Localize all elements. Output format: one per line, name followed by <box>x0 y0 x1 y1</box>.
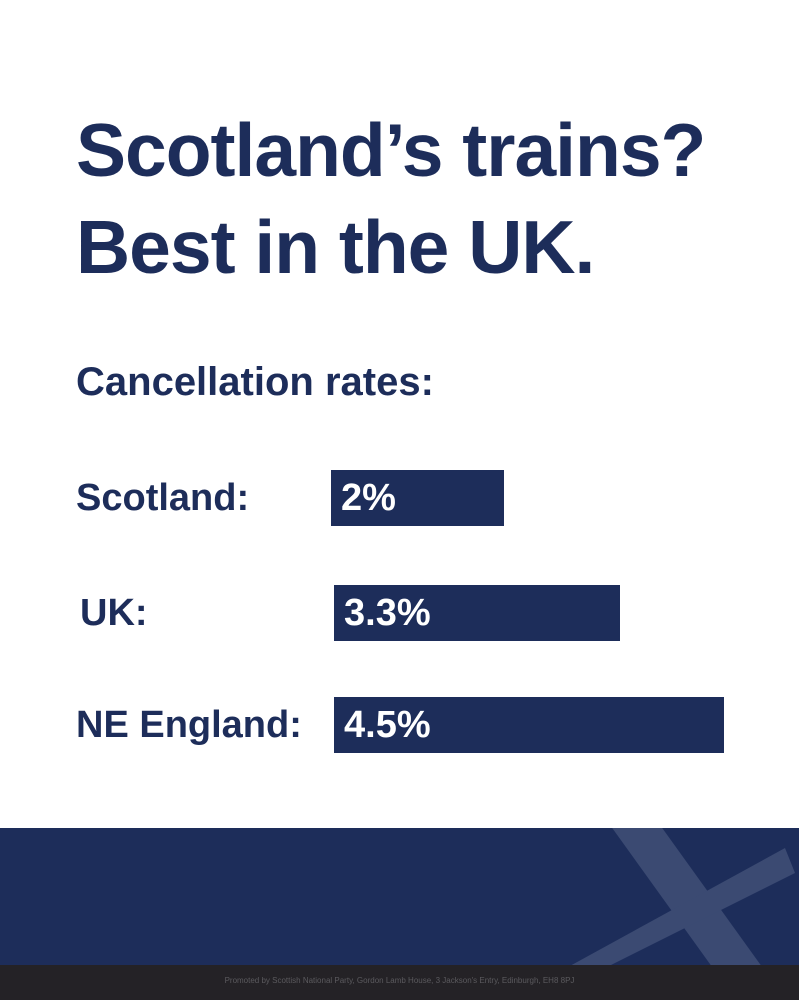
bar-value-label: 2% <box>341 477 396 519</box>
bar-value-label: 4.5% <box>344 704 431 746</box>
saltire-cross-icon <box>571 828 795 965</box>
category-label: UK: <box>80 592 148 634</box>
chart-title: Cancellation rates: <box>76 360 434 404</box>
category-label: Scotland: <box>76 477 250 519</box>
bar-value-label: 3.3% <box>344 592 431 634</box>
imprint-text: Promoted by Scottish National Party, Gor… <box>224 976 575 985</box>
imprint-bar <box>0 965 799 1000</box>
category-label: NE England: <box>76 704 302 746</box>
bar <box>334 585 620 641</box>
headline-line-1: Scotland’s trains? <box>76 108 706 192</box>
headline-line-2: Best in the UK. <box>76 205 595 289</box>
footer-band <box>0 828 799 965</box>
headline: Scotland’s trains? Best in the UK. <box>76 102 776 296</box>
bar <box>331 470 504 526</box>
bar <box>334 697 724 753</box>
